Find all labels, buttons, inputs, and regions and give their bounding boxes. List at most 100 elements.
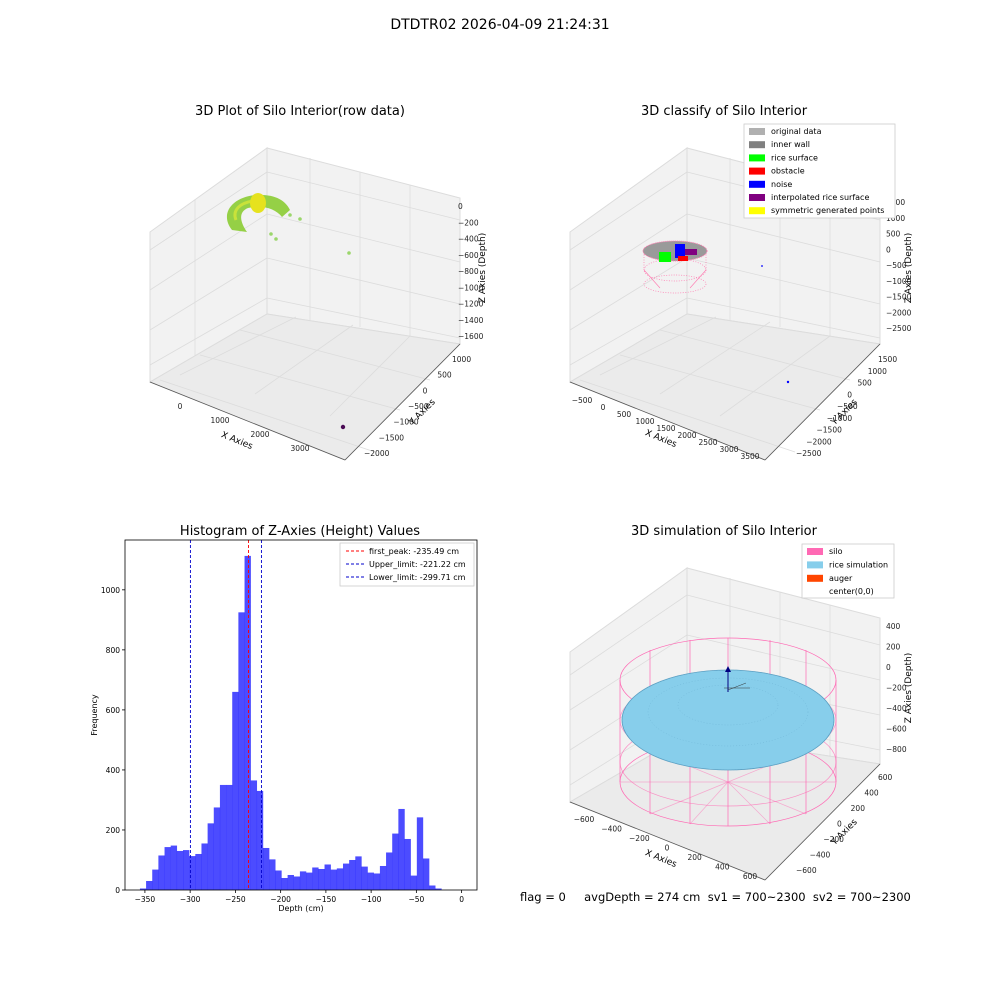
histogram-bar	[158, 855, 165, 890]
histogram-bar	[293, 876, 301, 890]
z-tick-label: −1000	[458, 283, 484, 292]
y-tick-label: 800	[106, 646, 121, 655]
legend-swatch	[749, 180, 765, 188]
y-tick-label: −2500	[796, 449, 822, 458]
histogram-title: Histogram of Z-Axies (Height) Values	[179, 524, 421, 539]
y-tick-label: 400	[106, 766, 121, 775]
histogram-bar	[392, 833, 399, 890]
legend-swatch	[807, 561, 823, 569]
z-tick-label: −1600	[458, 332, 484, 341]
x-tick-label: −400	[601, 825, 622, 834]
y-tick-label: −200	[823, 835, 844, 844]
histogram-bar	[250, 780, 258, 890]
y-tick-label: −2000	[364, 449, 390, 458]
histogram-bar	[299, 871, 307, 890]
histogram-bar	[207, 823, 214, 890]
x-tick-label: −200	[270, 895, 291, 904]
legend-swatch	[749, 154, 765, 162]
z-tick-label: −500	[886, 261, 907, 270]
histogram-bar	[139, 888, 147, 890]
y-tick-label: −1500	[817, 426, 843, 435]
histogram-bar	[386, 852, 393, 890]
histogram-bar	[244, 555, 251, 890]
x-tick-label: −600	[574, 815, 595, 824]
histogram-bar	[379, 865, 387, 890]
histogram-bar	[195, 853, 202, 890]
z-tick-label: 200	[886, 643, 901, 652]
y-tick-label: 1500	[878, 355, 897, 364]
histogram-bar	[176, 850, 184, 890]
histogram-bar	[213, 807, 221, 890]
y-tick-label: −400	[810, 851, 831, 860]
x-tick-label: 1000	[635, 417, 654, 426]
y-tick-label: 0	[423, 386, 428, 395]
histogram-bar	[306, 872, 313, 890]
x-tick-label: 200	[688, 853, 703, 862]
histogram-frame	[124, 539, 478, 891]
histogram-bar	[146, 880, 153, 890]
legend-label: first_peak: -235.49 cm	[369, 547, 459, 556]
histogram-bar	[183, 850, 190, 890]
x-tick-label: −250	[225, 895, 246, 904]
y-tick-label: 600	[878, 773, 893, 782]
z-tick-label: −1200	[458, 300, 484, 309]
z-tick-label: 500	[886, 230, 901, 239]
histogram-bar	[226, 784, 233, 890]
legend-label: Lower_limit: -299.71 cm	[369, 573, 466, 582]
histogram-ylabel: Frequency	[90, 694, 99, 736]
histogram-bar	[232, 691, 239, 890]
y-tick-label: 400	[864, 789, 879, 798]
status-line: flag = 0 avgDepth = 274 cm sv1 = 700~230…	[520, 890, 911, 904]
panel-br-title: 3D simulation of Silo Interior	[631, 524, 817, 539]
x-tick-label: 0	[665, 844, 670, 853]
legend-swatch	[749, 128, 765, 135]
histogram-bar	[201, 843, 208, 890]
histogram-bar	[373, 873, 381, 890]
x-tick-label: 2000	[250, 430, 269, 439]
z-tick-label: −200	[886, 684, 907, 693]
y-tick-label: 1000	[101, 586, 120, 595]
histogram-bar	[219, 784, 227, 890]
legend-swatch	[749, 194, 765, 201]
panel-tl-title: 3D Plot of Silo Interior(row data)	[195, 104, 405, 119]
x-tick-label: −150	[316, 895, 337, 904]
legend-swatch	[749, 141, 765, 149]
legend-swatch	[807, 574, 823, 582]
x-tick-label: −500	[572, 396, 593, 405]
z-tick-label: 400	[886, 622, 901, 631]
z-tick-label: −800	[886, 745, 907, 754]
histogram-legend	[339, 542, 475, 587]
z-tick-label: −600	[886, 725, 907, 734]
x-tick-label: 600	[743, 872, 758, 881]
figure-title: DTDTR02 2026-04-09 21:24:31	[390, 17, 610, 33]
panel-br-zlabel: Z Axies (Depth)	[904, 653, 914, 724]
histogram-bar	[367, 872, 374, 890]
histogram-bar	[318, 868, 325, 890]
histogram-bar	[422, 858, 430, 890]
y-tick-label: −1000	[827, 414, 853, 423]
z-tick-label: 0	[458, 202, 463, 211]
x-tick-label: 2500	[698, 438, 717, 447]
legend-swatch	[749, 167, 765, 175]
z-tick-label: −600	[458, 251, 479, 260]
panel-tr-title: 3D classify of Silo Interior	[640, 104, 808, 119]
legend-label: obstacle	[771, 167, 805, 176]
y-tick-label: −1000	[393, 418, 419, 427]
panel-tr-zlabel: Z Axies (Depth)	[904, 233, 914, 304]
y-tick-label: 600	[106, 706, 121, 715]
z-tick-label: 0	[886, 663, 891, 672]
legend-label: auger	[829, 574, 853, 583]
x-tick-label: −50	[408, 895, 424, 904]
legend-swatch	[806, 587, 824, 596]
legend-label: silo	[829, 547, 843, 556]
panel-tl-zlabel: Z Axies (Depth)	[478, 233, 488, 304]
z-tick-label: −2500	[886, 324, 912, 333]
histogram-bar	[398, 808, 405, 890]
y-tick-label: 0	[115, 886, 120, 895]
y-tick-label: −2000	[806, 437, 832, 446]
histogram-chart: −350 −300 −250 −200 −150 −100 −50 0 0 200 400 600 8…	[90, 539, 478, 913]
histogram-bar	[355, 856, 362, 890]
legend-label: center(0,0)	[829, 587, 874, 596]
